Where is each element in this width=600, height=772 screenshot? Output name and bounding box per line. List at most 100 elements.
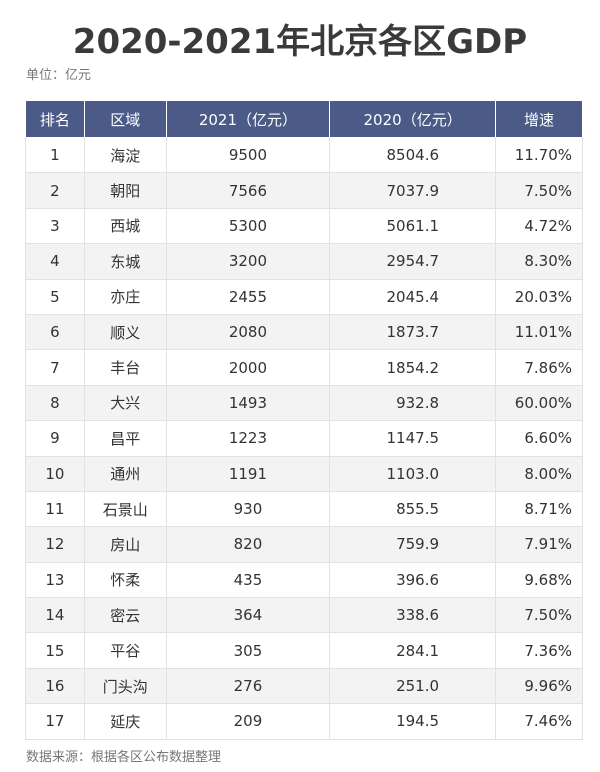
- table-cell: 7: [25, 349, 85, 386]
- table-cell: 9500: [165, 136, 331, 174]
- table-cell: 密云: [83, 597, 167, 634]
- table-cell: 1223: [165, 420, 331, 457]
- table-cell: 1: [25, 136, 85, 174]
- column-header: 增速: [495, 100, 583, 138]
- table-cell: 1191: [165, 455, 331, 492]
- table-cell: 8: [25, 384, 85, 422]
- table-cell: 17: [25, 703, 85, 740]
- table-body: 1 海淀 9500 8504.6 11.70% 2 朝阳 7566 7037.9 7.50% 3 西城…: [25, 136, 583, 740]
- table-cell: 丰台: [83, 349, 167, 386]
- table-cell: 门头沟: [83, 667, 167, 705]
- table-cell: 6.60%: [495, 420, 583, 457]
- table-cell: 15: [25, 632, 85, 669]
- table-cell: 朝阳: [83, 172, 167, 209]
- table-cell: 14: [25, 597, 85, 634]
- table-cell: 房山: [83, 526, 167, 563]
- table-cell: 16: [25, 667, 85, 705]
- table-cell: 930: [165, 490, 331, 528]
- table-cell: 1854.2: [329, 349, 497, 386]
- table-cell: 东城: [83, 243, 167, 280]
- table-cell: 2954.7: [329, 243, 497, 280]
- table-row: 6 顺义 2080 1873.7 11.01%: [25, 313, 583, 351]
- table-cell: 怀柔: [83, 561, 167, 599]
- table-row: 17 延庆 209 194.5 7.46%: [25, 703, 583, 740]
- table-cell: 364: [165, 597, 331, 634]
- table-cell: 20.03%: [495, 278, 583, 315]
- table-cell: 8504.6: [329, 136, 497, 174]
- table-cell: 7.50%: [495, 597, 583, 634]
- column-header: 排名: [25, 100, 85, 138]
- table-cell: 7.86%: [495, 349, 583, 386]
- header-row: 排名 区域 2021（亿元） 2020（亿元） 增速: [25, 100, 583, 138]
- table-cell: 3200: [165, 243, 331, 280]
- table-cell: 338.6: [329, 597, 497, 634]
- table-cell: 通州: [83, 455, 167, 492]
- table-cell: 5: [25, 278, 85, 315]
- table-cell: 西城: [83, 207, 167, 245]
- table-cell: 12: [25, 526, 85, 563]
- table-cell: 7037.9: [329, 172, 497, 209]
- table-cell: 5300: [165, 207, 331, 245]
- table-cell: 2455: [165, 278, 331, 315]
- table-cell: 10: [25, 455, 85, 492]
- table-cell: 7.36%: [495, 632, 583, 669]
- table-row: 1 海淀 9500 8504.6 11.70%: [25, 136, 583, 174]
- table-cell: 平谷: [83, 632, 167, 669]
- table-cell: 1873.7: [329, 313, 497, 351]
- table-cell: 9: [25, 420, 85, 457]
- table-cell: 亦庄: [83, 278, 167, 315]
- table-row: 14 密云 364 338.6 7.50%: [25, 597, 583, 634]
- table-cell: 11: [25, 490, 85, 528]
- table-cell: 276: [165, 667, 331, 705]
- table-cell: 11.01%: [495, 313, 583, 351]
- table-cell: 9.96%: [495, 667, 583, 705]
- table-cell: 194.5: [329, 703, 497, 740]
- source: 数据来源：根据各区公布数据整理: [26, 750, 222, 765]
- table-cell: 5061.1: [329, 207, 497, 245]
- column-header: 2021（亿元）: [165, 100, 331, 138]
- table-cell: 石景山: [83, 490, 167, 528]
- table-cell: 7.50%: [495, 172, 583, 209]
- unit: 单位：亿元: [26, 68, 92, 83]
- table-cell: 855.5: [329, 490, 497, 528]
- table-cell: 昌平: [83, 420, 167, 457]
- table-cell: 3: [25, 207, 85, 245]
- table-cell: 1493: [165, 384, 331, 422]
- table-cell: 251.0: [329, 667, 497, 705]
- table-row: 15 平谷 305 284.1 7.36%: [25, 632, 583, 669]
- table-row: 10 通州 1191 1103.0 8.00%: [25, 455, 583, 492]
- table-cell: 6: [25, 313, 85, 351]
- table-cell: 7.46%: [495, 703, 583, 740]
- table-cell: 13: [25, 561, 85, 599]
- table-cell: 284.1: [329, 632, 497, 669]
- table-cell: 4: [25, 243, 85, 280]
- table-row: 16 门头沟 276 251.0 9.96%: [25, 667, 583, 705]
- table-cell: 7.91%: [495, 526, 583, 563]
- table-row: 3 西城 5300 5061.1 4.72%: [25, 207, 583, 245]
- table-cell: 1147.5: [329, 420, 497, 457]
- table-row: 7 丰台 2000 1854.2 7.86%: [25, 349, 583, 386]
- table-row: 9 昌平 1223 1147.5 6.60%: [25, 420, 583, 457]
- table-cell: 海淀: [83, 136, 167, 174]
- table-row: 12 房山 820 759.9 7.91%: [25, 526, 583, 563]
- table-cell: 820: [165, 526, 331, 563]
- table-cell: 延庆: [83, 703, 167, 740]
- table-row: 8 大兴 1493 932.8 60.00%: [25, 384, 583, 422]
- table-cell: 305: [165, 632, 331, 669]
- table-cell: 9.68%: [495, 561, 583, 599]
- table-cell: 7566: [165, 172, 331, 209]
- table-cell: 1103.0: [329, 455, 497, 492]
- table-cell: 大兴: [83, 384, 167, 422]
- column-header: 区域: [83, 100, 167, 138]
- table-cell: 2045.4: [329, 278, 497, 315]
- table-cell: 8.71%: [495, 490, 583, 528]
- table-cell: 932.8: [329, 384, 497, 422]
- gdp-table: 排名 区域 2021（亿元） 2020（亿元） 增速 1 海淀 9500 8504.6 11.7…: [25, 100, 583, 740]
- table-cell: 435: [165, 561, 331, 599]
- table-cell: 8.00%: [495, 455, 583, 492]
- table-cell: 8.30%: [495, 243, 583, 280]
- table-cell: 2080: [165, 313, 331, 351]
- table-row: 2 朝阳 7566 7037.9 7.50%: [25, 172, 583, 209]
- table-row: 13 怀柔 435 396.6 9.68%: [25, 561, 583, 599]
